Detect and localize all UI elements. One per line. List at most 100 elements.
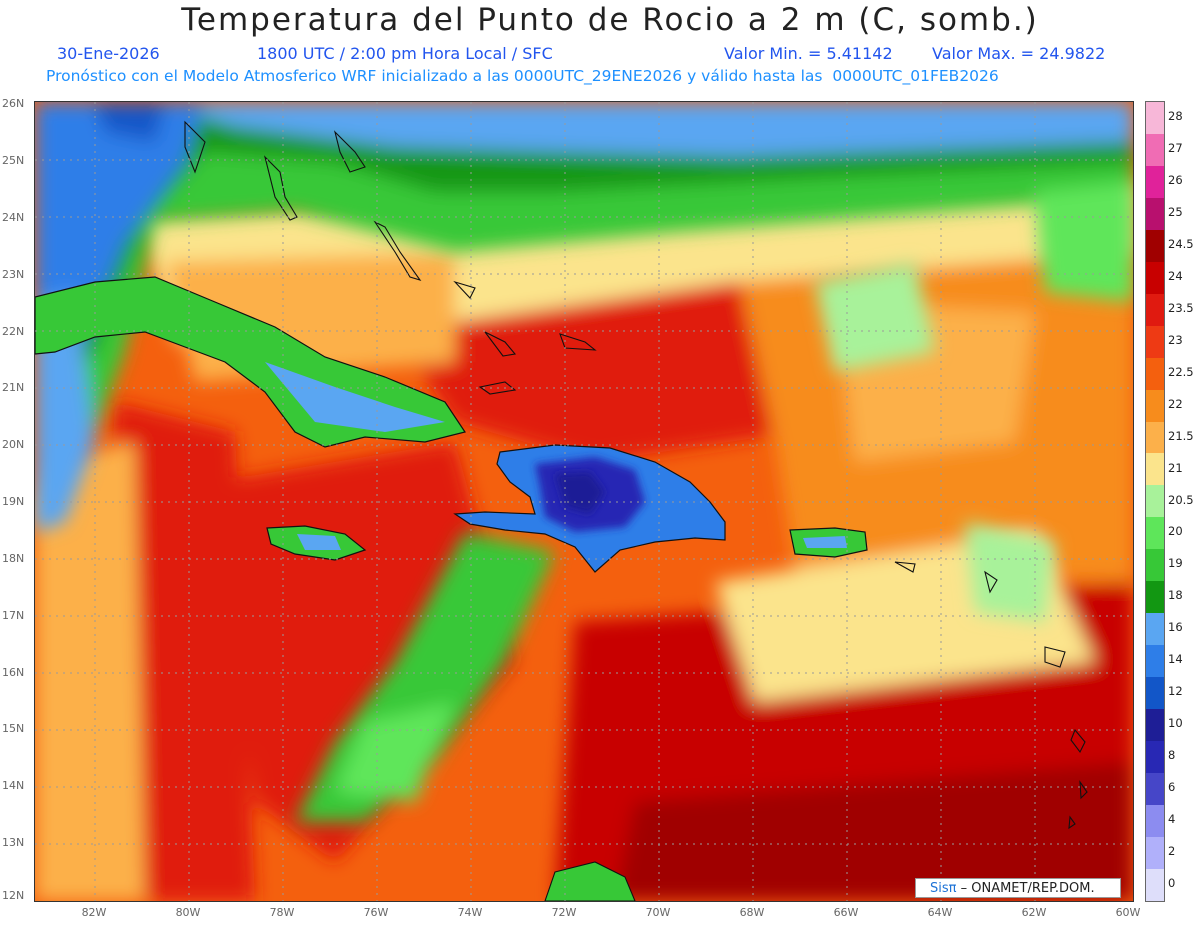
yellow-zone-west <box>35 442 145 901</box>
lon-label: 80W <box>175 906 201 919</box>
lon-label: 74W <box>457 906 483 919</box>
darkblue-zone-florida <box>95 102 165 142</box>
color-scale-label: 20 <box>1168 524 1183 539</box>
lat-label: 22N <box>2 325 25 338</box>
color-scale-label: 23 <box>1168 332 1183 347</box>
lon-label: 64W <box>927 906 953 919</box>
lat-label: 21N <box>2 381 25 394</box>
color-scale-swatch <box>1146 261 1164 294</box>
cuba-island <box>35 276 466 448</box>
lon-label: 72W <box>551 906 577 919</box>
lat-label: 26N <box>2 97 25 110</box>
lon-label: 82W <box>81 906 107 919</box>
color-scale-swatch <box>1146 773 1164 805</box>
color-scale-label: 6 <box>1168 780 1176 795</box>
color-scale-swatch <box>1146 836 1164 869</box>
lon-label: 78W <box>269 906 295 919</box>
credit-text: – ONAMET/REP.DOM. <box>960 881 1095 896</box>
red-zone-central-north <box>395 272 795 462</box>
color-scale-swatch <box>1146 517 1164 550</box>
color-scale-swatch <box>1146 485 1164 518</box>
color-scale-label: 18 <box>1168 588 1183 603</box>
lon-label: 62W <box>1021 906 1047 919</box>
lat-label: 23N <box>2 268 25 281</box>
lon-label: 68W <box>739 906 765 919</box>
color-scale-swatch <box>1146 804 1164 837</box>
lat-label: 20N <box>2 438 25 451</box>
color-scale-label: 16 <box>1168 620 1183 635</box>
lon-label: 60W <box>1115 906 1141 919</box>
lat-label: 18N <box>2 552 25 565</box>
color-scale-swatch <box>1146 133 1164 166</box>
color-scale-swatch <box>1146 709 1164 742</box>
color-scale-label: 21 <box>1168 460 1183 475</box>
min-value: Valor Min. = 5.41142 <box>724 44 893 63</box>
lat-label: 24N <box>2 211 25 224</box>
small-islands <box>184 120 1088 830</box>
color-scale-swatch <box>1146 293 1164 326</box>
lon-label: 76W <box>363 906 389 919</box>
lightgreen-patch <box>335 702 455 802</box>
color-scale-swatch <box>1146 229 1164 262</box>
color-scale-swatch <box>1146 677 1164 710</box>
lat-label: 12N <box>2 889 25 902</box>
color-scale-swatch <box>1146 165 1164 198</box>
forecast-date: 30-Ene-2026 <box>57 44 160 63</box>
color-scale-swatch <box>1146 868 1164 901</box>
color-scale-label: 10 <box>1168 716 1183 731</box>
lightgreen-patch-antilles <box>965 522 1055 622</box>
lat-label: 14N <box>2 779 25 792</box>
color-scale-label: 26 <box>1168 172 1183 187</box>
color-scale-swatch <box>1146 453 1164 486</box>
color-scale-swatch <box>1146 389 1164 422</box>
color-scale-label: 2 <box>1168 844 1176 859</box>
green-patch-northeast <box>1035 182 1133 302</box>
color-scale-swatch <box>1146 613 1164 646</box>
graticule <box>35 102 1133 901</box>
color-scale-swatch <box>1146 549 1164 582</box>
dewpoint-field <box>35 102 1133 901</box>
credit-box: Sisπ – ONAMET/REP.DOM. <box>915 878 1121 898</box>
color-scale-swatch <box>1146 741 1164 774</box>
lightgreen-patch-east <box>815 262 935 372</box>
lat-label: 13N <box>2 836 25 849</box>
map-panel <box>34 101 1134 902</box>
color-scale-label: 14 <box>1168 652 1183 667</box>
color-scale-label: 27 <box>1168 140 1183 155</box>
color-scale-swatch <box>1146 357 1164 390</box>
green-belt-north <box>35 102 1133 442</box>
color-scale-swatch <box>1146 325 1164 358</box>
model-description: Pronóstico con el Modelo Atmosferico WRF… <box>46 67 999 85</box>
color-scale-label: 28 <box>1168 108 1183 123</box>
color-scale-label: 22 <box>1168 396 1183 411</box>
south-america-coast <box>544 861 636 901</box>
color-scale-label: 24 <box>1168 268 1183 283</box>
lat-label: 15N <box>2 722 25 735</box>
color-scale-swatch <box>1146 421 1164 454</box>
max-value: Valor Max. = 24.9822 <box>932 44 1106 63</box>
color-scale-label: 12 <box>1168 684 1183 699</box>
color-scale-swatch <box>1146 197 1164 230</box>
sispi-logo: Sisπ <box>930 881 957 896</box>
puerto-rico-interior <box>803 536 847 548</box>
color-scale-label: 21.5 <box>1168 428 1194 443</box>
color-scale <box>1145 101 1165 902</box>
color-scale-label: 22.5 <box>1168 364 1194 379</box>
forecast-time: 1800 UTC / 2:00 pm Hora Local / SFC <box>257 44 553 63</box>
map-title: Temperatura del Punto de Rocio a 2 m (C,… <box>181 2 1039 38</box>
color-scale-swatch <box>1146 645 1164 678</box>
color-scale-label: 0 <box>1168 876 1176 891</box>
lat-label: 25N <box>2 154 25 167</box>
color-scale-label: 4 <box>1168 812 1176 827</box>
lon-label: 66W <box>833 906 859 919</box>
hispaniola-island <box>453 444 726 573</box>
darkred-zone-south <box>615 762 1133 901</box>
lat-label: 17N <box>2 609 25 622</box>
color-scale-label: 8 <box>1168 748 1176 763</box>
color-scale-swatch <box>1146 581 1164 614</box>
lightblue-band-north <box>155 102 1133 157</box>
color-scale-label: 24.5 <box>1168 236 1194 251</box>
lat-label: 19N <box>2 495 25 508</box>
color-scale-label: 20.5 <box>1168 492 1194 507</box>
color-scale-swatch <box>1146 102 1164 134</box>
